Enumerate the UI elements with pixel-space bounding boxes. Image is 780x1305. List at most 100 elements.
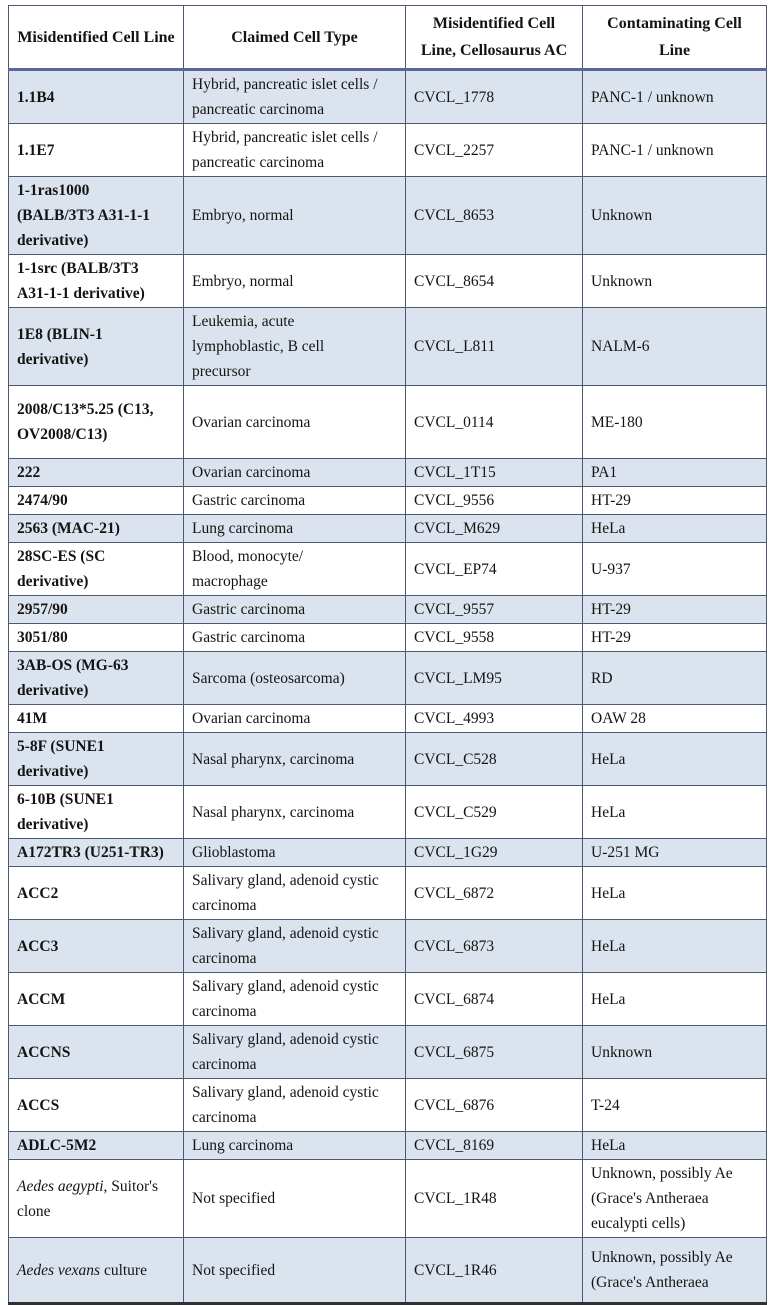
cell-contaminating-line: HeLa <box>582 514 767 543</box>
cell-cellosaurus-accession: CVCL_1R48 <box>405 1159 583 1238</box>
cell-claimed-type: Blood, monocyte/ macrophage <box>183 542 406 596</box>
table-row: 2008/C13*5.25 (C13, OV2008/C13) Ovarian c… <box>8 385 767 459</box>
cell-line-name-text: ACCS <box>17 1096 60 1114</box>
cell-contaminating-line: NALM-6 <box>582 307 767 386</box>
cell-line-name: ACC3 <box>8 919 184 973</box>
cell-line-name-text: culture <box>100 1261 147 1279</box>
cell-cellosaurus-accession: CVCL_9557 <box>405 595 583 624</box>
cell-cellosaurus-accession: CVCL_C529 <box>405 785 583 839</box>
cell-contaminating-line: RD <box>582 651 767 705</box>
cell-line-name: 1.1E7 <box>8 123 184 177</box>
table-row: ADLC-5M2 Lung carcinoma CVCL_8169 HeLa <box>8 1131 767 1160</box>
cell-line-name: 1E8 (BLIN-1 derivative) <box>8 307 184 386</box>
cell-line-name-text: 1-1src (BALB/3T3 A31-1-1 derivative) <box>17 260 145 302</box>
cell-line-name: 222 <box>8 458 184 487</box>
cell-claimed-type: Glioblastoma <box>183 838 406 867</box>
cell-line-name: 2563 (MAC-21) <box>8 514 184 543</box>
col-header-cellosaurus-ac: Misidentified Cell Line, Cellosaurus AC <box>405 5 583 71</box>
cell-line-name: 1.1B4 <box>8 69 184 124</box>
cell-line-name-text: 3AB-OS (MG-63 derivative) <box>17 657 129 699</box>
cell-claimed-type: Salivary gland, adenoid cystic carcinoma <box>183 919 406 973</box>
cell-line-name: 3051/80 <box>8 623 184 652</box>
cell-cellosaurus-accession: CVCL_M629 <box>405 514 583 543</box>
cell-line-name-text: 1-1ras1000 (BALB/3T3 A31-1-1 derivative) <box>17 182 151 249</box>
cell-claimed-type: Not specified <box>183 1159 406 1238</box>
table-row: 2474/90 Gastric carcinoma CVCL_9556 HT-29 <box>8 486 767 515</box>
table-row: 2563 (MAC-21) Lung carcinoma CVCL_M629 HeLa <box>8 514 767 543</box>
table-row: ACCNS Salivary gland, adenoid cystic carc… <box>8 1025 767 1079</box>
cell-contaminating-line: HeLa <box>582 785 767 839</box>
cell-cellosaurus-accession: CVCL_8654 <box>405 254 583 308</box>
cell-line-name-text: ACC3 <box>17 937 59 955</box>
table-row: A172TR3 (U251-TR3) Glioblastoma CVCL_1G29 U… <box>8 838 767 867</box>
cell-cellosaurus-accession: CVCL_1T15 <box>405 458 583 487</box>
cell-contaminating-line: PANC-1 / unknown <box>582 123 767 177</box>
cell-contaminating-line: Unknown <box>582 176 767 255</box>
cell-line-name-text: , Suitor's clone <box>17 1177 158 1220</box>
cell-cellosaurus-accession: CVCL_8169 <box>405 1131 583 1160</box>
cell-claimed-type: Sarcoma (osteosarcoma) <box>183 651 406 705</box>
cell-line-name: Aedes vexans culture <box>8 1237 184 1305</box>
cell-contaminating-line: Unknown <box>582 254 767 308</box>
col-header-misidentified-cell-line: Misidentified Cell Line <box>8 5 184 71</box>
header-row: Misidentified Cell Line Claimed Cell Typ… <box>8 5 767 71</box>
cell-claimed-type: Nasal pharynx, carcinoma <box>183 732 406 786</box>
table-row: 1.1E7 Hybrid, pancreatic islet cells / pa… <box>8 123 767 177</box>
cell-claimed-type: Nasal pharynx, carcinoma <box>183 785 406 839</box>
cell-line-name-text: ACCNS <box>17 1043 71 1061</box>
cell-cellosaurus-accession: CVCL_9558 <box>405 623 583 652</box>
cell-line-name: ACCM <box>8 972 184 1026</box>
cell-cellosaurus-accession: CVCL_0114 <box>405 385 583 459</box>
cell-line-name: ACCNS <box>8 1025 184 1079</box>
cell-line-name-text: 5-8F (SUNE1 derivative) <box>17 738 105 780</box>
cell-line-name-text: 1.1B4 <box>17 88 55 106</box>
cell-cellosaurus-accession: CVCL_EP74 <box>405 542 583 596</box>
cell-contaminating-line: HeLa <box>582 919 767 973</box>
cell-contaminating-line: HeLa <box>582 1131 767 1160</box>
cell-line-name-text: ACC2 <box>17 884 59 902</box>
cell-line-name: 2474/90 <box>8 486 184 515</box>
cell-claimed-type: Embryo, normal <box>183 176 406 255</box>
cell-claimed-type: Hybrid, pancreatic islet cells / pancrea… <box>183 69 406 124</box>
cell-claimed-type: Gastric carcinoma <box>183 595 406 624</box>
cell-cellosaurus-accession: CVCL_6874 <box>405 972 583 1026</box>
table-row: 5-8F (SUNE1 derivative) Nasal pharynx, ca… <box>8 732 767 786</box>
cell-cellosaurus-accession: CVCL_6872 <box>405 866 583 920</box>
cell-contaminating-line: HT-29 <box>582 595 767 624</box>
cell-line-name: A172TR3 (U251-TR3) <box>8 838 184 867</box>
cell-claimed-type: Embryo, normal <box>183 254 406 308</box>
cell-cellosaurus-accession: CVCL_1R46 <box>405 1237 583 1305</box>
table-row: 1-1src (BALB/3T3 A31-1-1 derivative) Embr… <box>8 254 767 308</box>
cell-line-name: 28SC-ES (SC derivative) <box>8 542 184 596</box>
cell-line-name-text: ACCM <box>17 990 66 1008</box>
cell-claimed-type: Salivary gland, adenoid cystic carcinoma <box>183 1078 406 1132</box>
cell-contaminating-line: HeLa <box>582 866 767 920</box>
cell-line-name-text: 6-10B (SUNE1 derivative) <box>17 791 114 833</box>
cell-line-name: 1-1ras1000 (BALB/3T3 A31-1-1 derivative) <box>8 176 184 255</box>
cell-line-name: ADLC-5M2 <box>8 1131 184 1160</box>
table-row: 6-10B (SUNE1 derivative) Nasal pharynx, c… <box>8 785 767 839</box>
table-row: 222 Ovarian carcinoma CVCL_1T15 PA1 <box>8 458 767 487</box>
cell-cellosaurus-accession: CVCL_1G29 <box>405 838 583 867</box>
cell-line-name-text: ADLC-5M2 <box>17 1137 97 1154</box>
col-header-contaminating-cell-line: Contaminating Cell Line <box>582 5 767 71</box>
cell-line-name: 2008/C13*5.25 (C13, OV2008/C13) <box>8 385 184 459</box>
cell-line-name: 5-8F (SUNE1 derivative) <box>8 732 184 786</box>
cell-cellosaurus-accession: CVCL_8653 <box>405 176 583 255</box>
table-row: 2957/90 Gastric carcinoma CVCL_9557 HT-29 <box>8 595 767 624</box>
table-row: ACCS Salivary gland, adenoid cystic carci… <box>8 1078 767 1132</box>
cell-cellosaurus-accession: CVCL_1778 <box>405 69 583 124</box>
cell-line-name: 2957/90 <box>8 595 184 624</box>
cell-cellosaurus-accession: CVCL_C528 <box>405 732 583 786</box>
cell-contaminating-line: HeLa <box>582 972 767 1026</box>
cell-line-name: 41M <box>8 704 184 733</box>
cell-line-name-text: 2957/90 <box>17 601 68 618</box>
cell-contaminating-line: OAW 28 <box>582 704 767 733</box>
cell-cellosaurus-accession: CVCL_6876 <box>405 1078 583 1132</box>
cell-claimed-type: Ovarian carcinoma <box>183 458 406 487</box>
cell-claimed-type: Gastric carcinoma <box>183 486 406 515</box>
cell-line-name-text: 28SC-ES (SC derivative) <box>17 548 106 590</box>
cell-contaminating-line: HT-29 <box>582 486 767 515</box>
table-row: 28SC-ES (SC derivative) Blood, monocyte/ … <box>8 542 767 596</box>
cell-contaminating-line: ME-180 <box>582 385 767 459</box>
